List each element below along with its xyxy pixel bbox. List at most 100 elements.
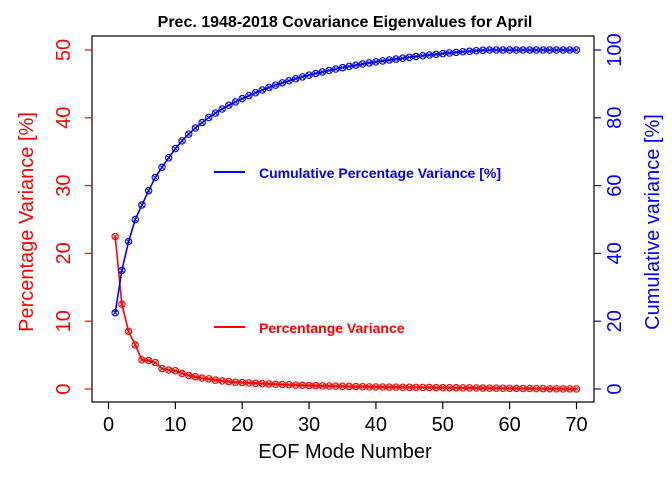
percentage-marker-cross (199, 375, 205, 381)
cumulative-marker-cross (380, 58, 386, 64)
percentage-marker-cross (480, 385, 486, 391)
cumulative-data-point (164, 154, 173, 162)
percentage-marker-cross (487, 385, 493, 391)
cumulative-marker-cross (266, 84, 272, 90)
cumulative-marker-cross (420, 53, 426, 59)
cumulative-marker-cross (473, 48, 479, 54)
percentage-marker-cross (400, 384, 406, 390)
percentage-marker-cross (139, 357, 145, 363)
percentage-marker-cross (326, 383, 332, 389)
percentage-marker-cross (433, 385, 439, 391)
cumulative-marker-circle (298, 73, 307, 81)
cumulative-data-point (325, 66, 333, 75)
cumulative-marker-cross (299, 74, 305, 80)
cumulative-marker-cross (192, 125, 198, 131)
cumulative-marker-cross (279, 80, 285, 86)
cumulative-marker-cross (219, 106, 225, 112)
cumulative-data-point (184, 130, 193, 138)
cumulative-marker-cross (259, 87, 265, 93)
cumulative-data-point (265, 83, 273, 92)
percentage-marker-circle (572, 385, 581, 393)
cumulative-marker-cross (553, 47, 559, 53)
cumulative-marker-cross (520, 47, 526, 53)
cumulative-marker-circle (285, 76, 293, 85)
cumulative-data-point (171, 144, 180, 153)
x-tick-label: 40 (365, 414, 387, 436)
percentage-marker-cross (460, 385, 466, 391)
legend-cumulative: Cumulative Percentage Variance [%] (214, 165, 501, 181)
cumulative-data-point (318, 68, 327, 76)
cumulative-marker-circle (171, 144, 180, 153)
percentage-marker-cross (172, 368, 178, 374)
percentage-marker-cross (440, 385, 446, 391)
percentage-marker-cross (533, 386, 539, 392)
cumulative-marker-circle (124, 237, 133, 246)
percentage-marker-cross (286, 382, 292, 388)
x-tick-label: 10 (164, 414, 186, 436)
cumulative-marker-cross (360, 61, 366, 67)
left-y-tick-label: 0 (53, 383, 75, 394)
cumulative-marker-cross (233, 99, 239, 105)
cumulative-marker-cross (126, 239, 132, 245)
cumulative-data-point (218, 105, 226, 113)
percentage-marker-cross (567, 386, 573, 392)
percentage-marker-cross (513, 385, 519, 391)
cumulative-marker-cross (199, 120, 205, 126)
cumulative-marker-circle (138, 201, 146, 209)
cumulative-data-point (124, 237, 133, 246)
cumulative-marker-cross (406, 54, 412, 60)
cumulative-marker-circle (271, 81, 280, 89)
cumulative-marker-circle (572, 46, 581, 54)
cumulative-data-point (258, 86, 267, 94)
cumulative-marker-cross (212, 110, 218, 116)
cumulative-marker-cross (346, 63, 352, 69)
percentage-marker-cross (366, 384, 372, 390)
cumulative-data-point (205, 113, 213, 122)
x-tick-label: 60 (499, 414, 521, 436)
cumulative-marker-cross (246, 93, 252, 99)
cumulative-marker-cross (159, 164, 165, 170)
cumulative-marker-cross (560, 47, 566, 53)
cumulative-data-point (158, 163, 166, 172)
percentage-marker-cross (453, 385, 459, 391)
percentage-data-point (144, 356, 153, 365)
percentage-marker-cross (192, 374, 198, 380)
cumulative-marker-circle (178, 137, 186, 145)
percentage-marker-cross (146, 358, 152, 364)
cumulative-data-point (278, 79, 287, 87)
percentage-marker-cross (226, 379, 232, 385)
cumulative-marker-cross (487, 47, 493, 53)
percentage-data-point (131, 341, 139, 349)
left-y-tick-label: 10 (53, 310, 75, 332)
percentage-marker-cross (313, 383, 319, 389)
cumulative-marker-cross (533, 47, 539, 53)
cumulative-marker-cross (239, 96, 245, 102)
x-tick-label: 50 (432, 414, 454, 436)
right-y-tick-label: 20 (604, 310, 626, 332)
percentage-marker-cross (273, 381, 279, 387)
percentage-marker-cross (119, 301, 125, 307)
cumulative-marker-circle (258, 86, 267, 94)
cumulative-marker-cross (326, 67, 332, 73)
cumulative-marker-circle (118, 266, 126, 275)
cumulative-marker-cross (373, 59, 379, 65)
right-y-tick-label: 0 (604, 383, 626, 394)
percentage-marker-cross (547, 386, 553, 392)
cumulative-marker-cross (400, 55, 406, 61)
left-y-tick-label: 40 (53, 107, 75, 129)
cumulative-marker-cross (460, 49, 466, 55)
cumulative-marker-cross (166, 155, 172, 161)
cumulative-marker-circle (231, 98, 240, 106)
cumulative-data-point (305, 71, 313, 79)
cumulative-data-point (312, 69, 320, 78)
cumulative-marker-circle (191, 124, 200, 132)
percentage-marker-cross (406, 384, 412, 390)
percentage-marker-cross (179, 370, 185, 376)
left-y-axis: 0 10 20 30 40 50 (53, 39, 92, 395)
percentage-marker-cross (493, 385, 499, 391)
percentage-marker-circle (131, 341, 139, 349)
cumulative-data-point (131, 215, 139, 224)
cumulative-marker-cross (132, 216, 138, 223)
percentage-marker-circle (151, 358, 160, 367)
